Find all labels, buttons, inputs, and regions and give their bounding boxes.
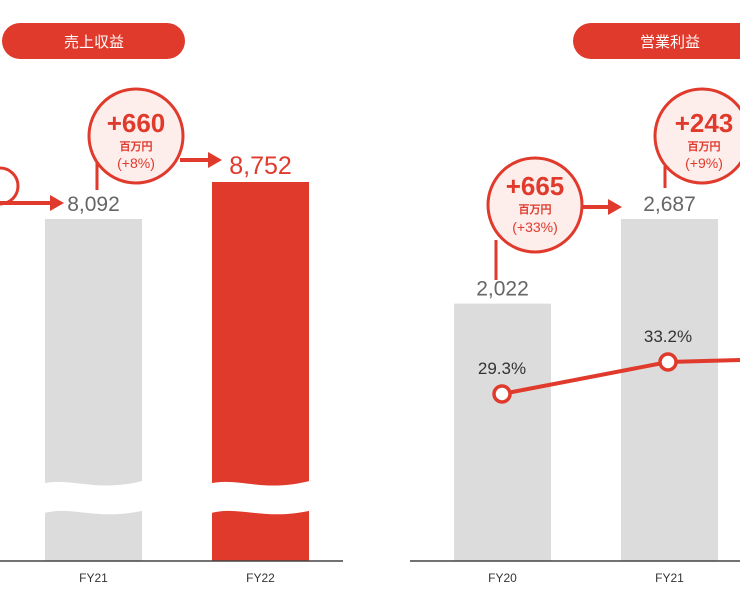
revenue-tick-fy22: FY22 [246, 571, 275, 585]
axis-break-wave [208, 480, 313, 515]
revenue-arrow-in [0, 166, 64, 211]
margin-point-fy20 [492, 384, 512, 404]
op-profit-value-fy20: 2,022 [476, 278, 529, 301]
revenue-tick-fy21: FY21 [79, 571, 108, 585]
op-profit-change-bubble-2: +243 百万円 (+9%) [653, 87, 740, 185]
op-profit-change-amount-1: +665 [506, 171, 565, 201]
revenue-value-fy21: 8,092 [67, 193, 120, 216]
revenue-title: 売上収益 [64, 34, 124, 51]
op-profit-title: 営業利益 [640, 34, 700, 51]
op-profit-change-percent-2: (+9%) [685, 155, 723, 171]
revenue-change-percent: (+8%) [117, 155, 155, 171]
op-profit-change-bubble-1: +665 百万円 (+33%) [486, 156, 584, 254]
revenue-arrow-out [95, 152, 222, 190]
op-profit-title-pill: 営業利益 [573, 23, 740, 59]
margin-label-fy21: 33.2% [644, 327, 692, 346]
margin-point-fy21 [658, 352, 678, 372]
op-profit-change-percent-1: (+33%) [512, 219, 558, 235]
op-profit-tick-fy21: FY21 [655, 571, 684, 585]
op-profit-bar-fy21 [621, 219, 718, 561]
op-profit-change-unit-1: 百万円 [519, 203, 552, 216]
op-profit-tick-fy20: FY20 [488, 571, 517, 585]
op-profit-value-fy21: 2,687 [643, 193, 696, 216]
op-profit-change-unit-2: 百万円 [688, 140, 721, 153]
revenue-change-unit: 百万円 [120, 140, 153, 153]
revenue-value-fy22: 8,752 [229, 152, 292, 180]
revenue-title-pill: 売上収益 [2, 23, 185, 59]
margin-label-fy20: 29.3% [478, 359, 526, 378]
op-profit-change-amount-2: +243 [675, 108, 734, 138]
revenue-change-bubble: +660 百万円 (+8%) [87, 87, 185, 185]
op-profit-bar-fy20 [454, 303, 551, 561]
revenue-change-amount: +660 [107, 108, 166, 138]
axis-break-wave [41, 480, 146, 515]
